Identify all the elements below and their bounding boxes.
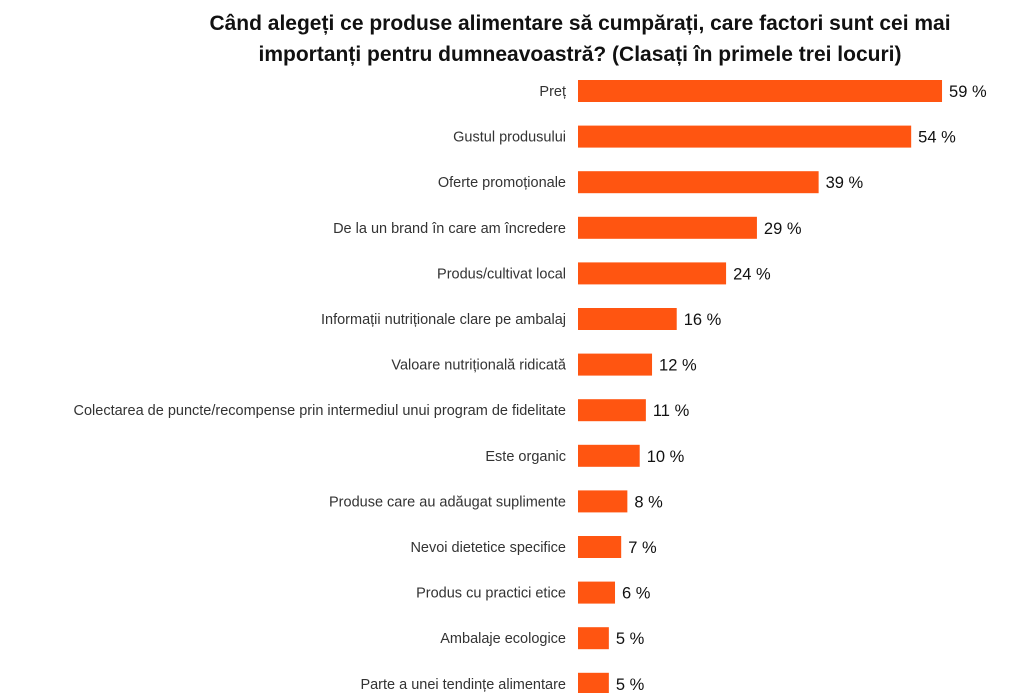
value-label: 12 % [659, 357, 697, 375]
chart-title-line-1: Când alegeți ce produse alimentare să cu… [209, 12, 951, 35]
category-label: Informații nutriționale clare pe ambalaj [321, 312, 566, 328]
category-label: De la un brand în care am încredere [333, 221, 566, 237]
chart-title-line-2: importanți pentru dumneavoastră? (Clasaț… [258, 43, 902, 66]
bar [578, 581, 616, 604]
bar [578, 444, 640, 467]
category-label: Oferte promoționale [438, 175, 566, 191]
value-label: 59 % [949, 83, 987, 101]
category-label: Este organic [485, 449, 566, 465]
bar [578, 353, 653, 376]
value-label: 10 % [647, 448, 685, 466]
category-label: Colectarea de puncte/recompense prin int… [74, 403, 566, 419]
category-label: Produs/cultivat local [437, 266, 566, 282]
value-label: 6 % [622, 585, 651, 603]
value-label: 8 % [634, 493, 663, 511]
category-label: Gustul produsului [453, 130, 566, 146]
chart-title: Când alegeți ce produse alimentare să cu… [150, 8, 1010, 70]
value-label: 39 % [826, 174, 864, 192]
value-label: 11 % [653, 402, 690, 420]
category-label: Ambalaje ecologice [440, 631, 566, 647]
bar [578, 216, 757, 239]
category-label: Produs cu practici etice [416, 586, 566, 602]
category-label: Nevoi dietetice specifice [410, 540, 566, 556]
category-label: Parte a unei tendințe alimentare [360, 677, 566, 693]
category-label: Preț [539, 84, 566, 100]
bar [578, 262, 727, 285]
value-label: 5 % [616, 630, 645, 648]
value-label: 24 % [733, 265, 771, 283]
bar [578, 125, 912, 148]
bar [578, 672, 609, 693]
value-label: 7 % [628, 539, 657, 557]
value-label: 5 % [616, 676, 645, 693]
bar [578, 627, 609, 650]
value-label: 29 % [764, 220, 802, 238]
bar [578, 171, 819, 194]
bar [578, 536, 622, 558]
bar [578, 490, 628, 513]
category-label: Produse care au adăugat suplimente [329, 494, 566, 510]
value-label: 16 % [684, 311, 722, 329]
category-label: Valoare nutrițională ridicată [391, 358, 567, 374]
value-label: 54 % [918, 129, 956, 147]
bar [578, 399, 646, 422]
bar [578, 80, 943, 102]
bar [578, 308, 677, 330]
